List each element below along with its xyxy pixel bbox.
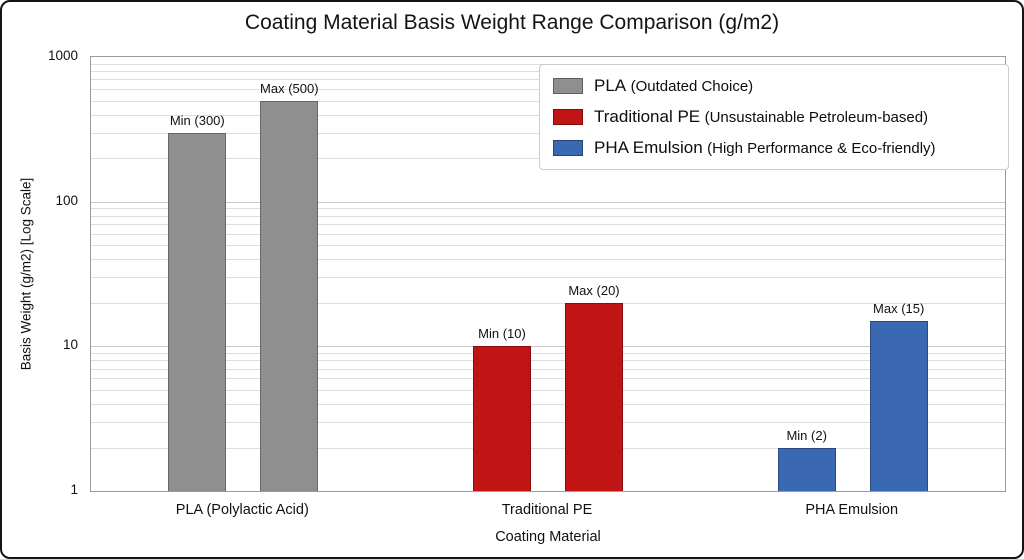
- gridline: [91, 346, 1005, 348]
- bar-max-category-1: [260, 100, 319, 491]
- legend-label: PHA Emulsion: [594, 138, 703, 157]
- bar-value-label: Min (300): [169, 112, 225, 128]
- bar-value-label: Max (15): [873, 300, 925, 316]
- bar-value-label: Min (10): [478, 326, 526, 342]
- legend-label: PLA: [594, 76, 627, 95]
- x-category-label: PHA Emulsion: [805, 502, 899, 518]
- gridline: [91, 201, 1005, 203]
- gridline: [91, 302, 1005, 304]
- bar-value-label: Min (2): [786, 427, 827, 443]
- y-tick-label: 1: [70, 482, 78, 497]
- legend-label: Traditional PE: [594, 107, 701, 126]
- bar-value-label: Max (500): [260, 80, 319, 96]
- legend-item-traditional-pe: Traditional PE (Unsustainable Petroleum-…: [553, 107, 995, 127]
- gridline: [91, 353, 1005, 354]
- bar-min-category-1: [168, 132, 227, 491]
- y-tick-label: 10: [62, 337, 78, 353]
- legend-swatch-pha-emulsion: [553, 140, 583, 156]
- bar-min-category-2: [473, 346, 531, 491]
- gridline: [91, 277, 1005, 279]
- gridline: [91, 245, 1005, 247]
- gridline: [91, 389, 1005, 391]
- gridline: [91, 224, 1005, 226]
- gridline: [91, 403, 1005, 405]
- legend-swatch-traditional-pe: [553, 109, 583, 125]
- gridline: [91, 360, 1005, 362]
- gridline: [91, 208, 1005, 210]
- x-axis-label: Coating Material: [495, 529, 601, 545]
- legend-sublabel: (Outdated Choice): [630, 78, 754, 95]
- gridline: [91, 447, 1005, 449]
- legend-text: PLA (Outdated Choice): [594, 76, 753, 96]
- y-tick-label: 100: [55, 192, 78, 208]
- legend-text: PHA Emulsion (High Performance & Eco-fri…: [594, 138, 936, 158]
- x-category-label: PLA (Polylactic Acid): [175, 502, 309, 518]
- bar-value-label: Max (20): [568, 282, 620, 298]
- bar-max-category-2: [565, 302, 623, 491]
- legend-sublabel: (Unsustainable Petroleum-based): [704, 109, 929, 126]
- gridline: [91, 422, 1005, 423]
- bar-min-category-3: [777, 447, 836, 491]
- legend-text: Traditional PE (Unsustainable Petroleum-…: [594, 107, 928, 127]
- gridline: [91, 233, 1005, 235]
- y-axis-ticks: 1 10 100 1000: [2, 48, 84, 497]
- chart-title: Coating Material Basis Weight Range Comp…: [244, 11, 780, 34]
- gridline: [91, 378, 1005, 380]
- gridline: [91, 368, 1005, 370]
- x-axis-labels: PLA (Polylactic Acid) Traditional PE PHA E…: [90, 502, 1006, 522]
- x-category-label: Traditional PE: [501, 502, 593, 518]
- gridline: [91, 259, 1005, 261]
- legend-item-pha-emulsion: PHA Emulsion (High Performance & Eco-fri…: [553, 138, 995, 158]
- legend-swatch-pla: [553, 78, 583, 94]
- legend-sublabel: (High Performance & Eco-friendly): [707, 140, 936, 157]
- gridline: [91, 215, 1005, 217]
- bar-max-category-3: [869, 320, 928, 491]
- legend-item-pla: PLA (Outdated Choice): [553, 76, 995, 96]
- legend: PLA (Outdated Choice) Traditional PE (Un…: [539, 64, 1009, 170]
- y-tick-label: 1000: [47, 48, 78, 63]
